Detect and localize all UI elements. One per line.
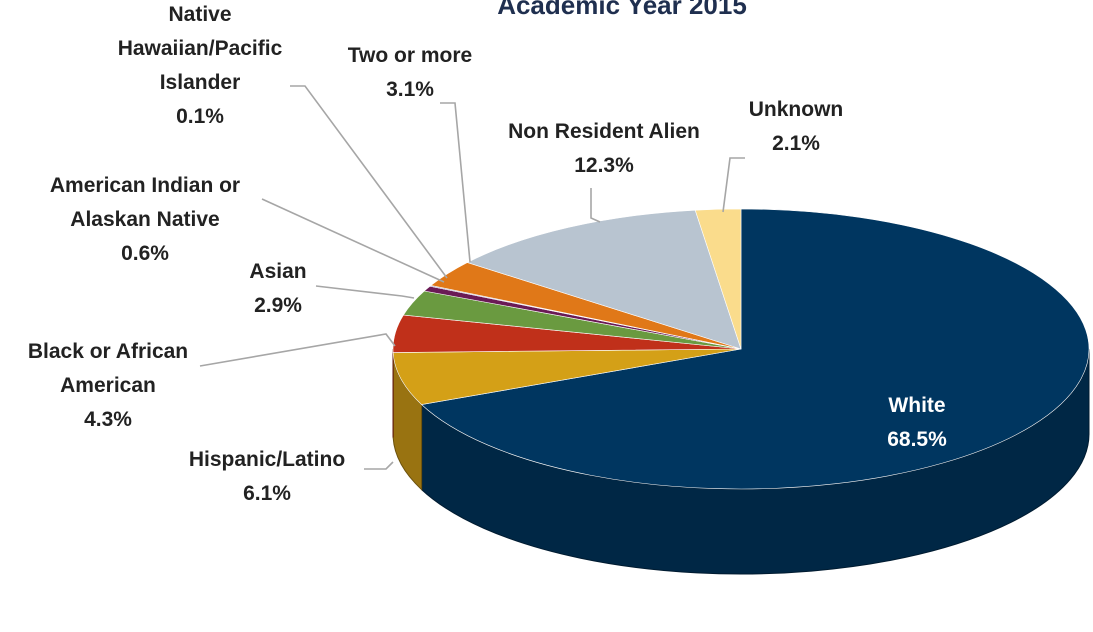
slice-category-label: Unknown — [749, 98, 844, 121]
slice-0 — [420, 208, 1090, 490]
slice-value-label: 12.3% — [574, 154, 634, 177]
slice-category-label: American Indian or — [50, 174, 240, 197]
slice-value-label: 6.1% — [243, 482, 291, 505]
slice-value-label: 4.3% — [84, 408, 132, 431]
chart-title: Academic Year 2015 — [497, 0, 747, 20]
slice-category-label: Hawaiian/Pacific — [118, 37, 283, 60]
slice-value-label: 0.6% — [121, 242, 169, 265]
slice-category-label: American — [60, 374, 156, 397]
slice-value-label: 2.9% — [254, 294, 302, 317]
leader-line-5 — [290, 85, 448, 279]
slice-value-label: 68.5% — [887, 428, 947, 451]
slice-1 — [392, 348, 742, 405]
slice-category-label: Native — [168, 3, 231, 26]
slice-labels: White 68.5% Hispanic/Latino 6.1% Black or Af… — [28, 3, 947, 505]
leader-line-6 — [440, 102, 471, 263]
leader-line-7 — [590, 188, 601, 223]
slice-label-3: Asian 2.9% — [249, 260, 306, 317]
leader-line-4 — [261, 198, 445, 283]
leader-line-8 — [722, 157, 745, 213]
leader-line-1 — [364, 461, 394, 470]
slice-label-1: Hispanic/Latino 6.1% — [189, 448, 345, 505]
slice-label-8: Unknown 2.1% — [749, 98, 844, 155]
leader-lines — [199, 85, 745, 470]
slice-7 — [466, 209, 742, 350]
slice-category-label: Two or more — [348, 44, 472, 67]
slice-value-label: 2.1% — [772, 132, 820, 155]
slice-category-label: Non Resident Alien — [508, 120, 700, 143]
slice-category-label: Asian — [249, 260, 306, 283]
slice-8 — [694, 208, 742, 350]
slice-label-7: Non Resident Alien 12.3% — [508, 120, 700, 177]
slice-label-2: Black or African American 4.3% — [28, 340, 188, 431]
slice-label-0: White 68.5% — [887, 394, 947, 451]
pie-slices — [392, 208, 1090, 490]
slice-category-label: Islander — [160, 71, 241, 94]
leader-line-2 — [199, 333, 396, 367]
slice-label-4: American Indian or Alaskan Native 0.6% — [50, 174, 240, 265]
slice-value-label: 0.1% — [176, 105, 224, 128]
slice-value-label: 3.1% — [386, 78, 434, 101]
slice-category-label: Hispanic/Latino — [189, 448, 345, 471]
leader-line-3 — [315, 285, 415, 299]
slice-category-label: White — [888, 394, 945, 417]
slice-category-label: Black or African — [28, 340, 188, 363]
slice-category-label: Alaskan Native — [70, 208, 219, 231]
slice-label-5: Native Hawaiian/Pacific Islander 0.1% — [118, 3, 283, 128]
slice-label-6: Two or more 3.1% — [348, 44, 472, 101]
